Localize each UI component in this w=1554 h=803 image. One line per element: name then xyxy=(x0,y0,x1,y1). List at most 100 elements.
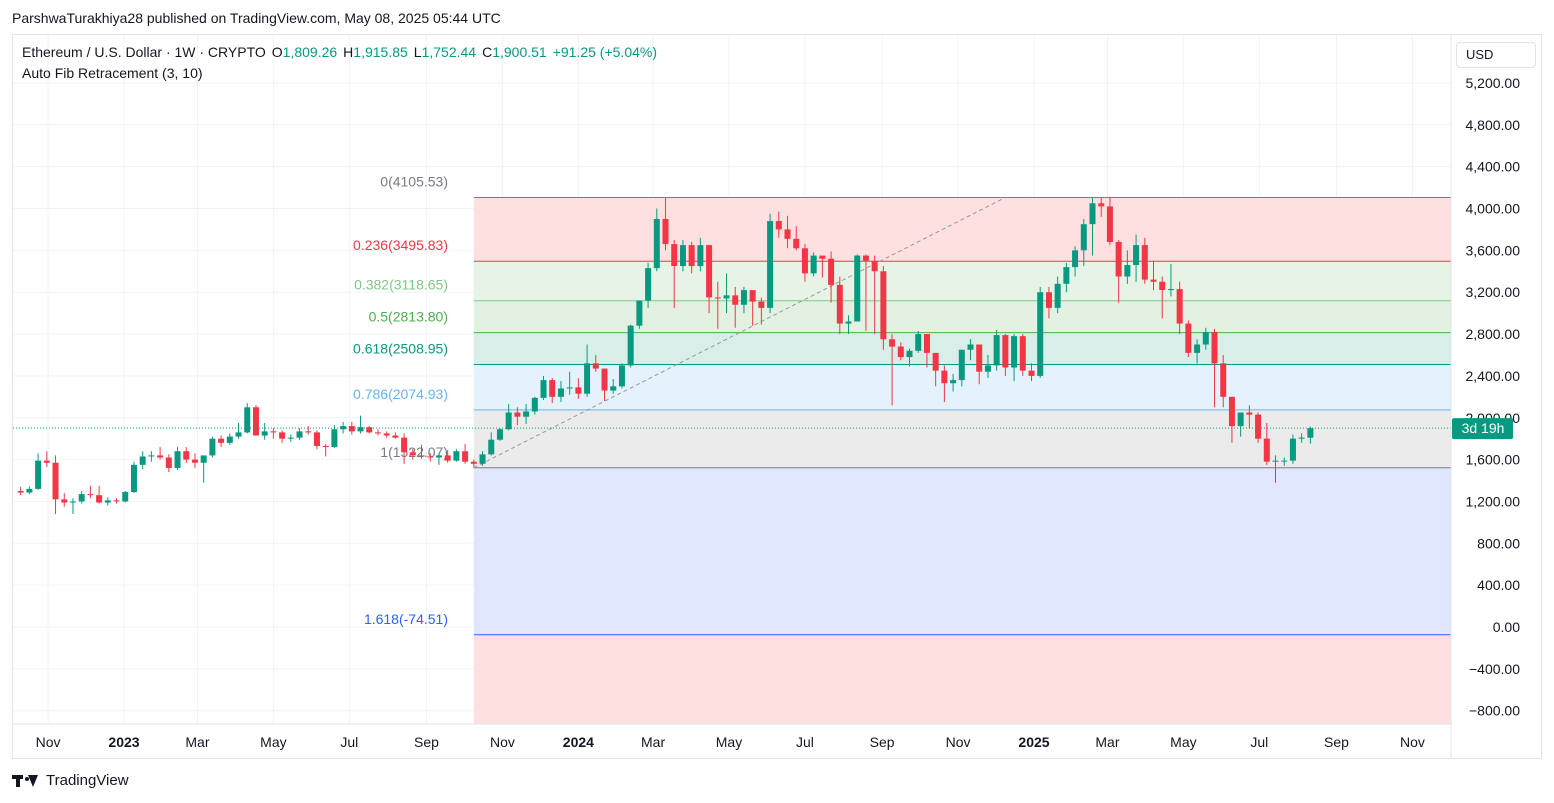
symbol-title[interactable]: Ethereum / U.S. Dollar · 1W · CRYPTO xyxy=(22,44,266,60)
candle[interactable] xyxy=(1019,334,1026,376)
candle[interactable] xyxy=(1194,339,1201,364)
candle[interactable] xyxy=(767,213,774,314)
candle[interactable] xyxy=(383,431,390,438)
candle[interactable] xyxy=(1063,262,1070,293)
candle[interactable] xyxy=(496,428,503,441)
candle[interactable] xyxy=(810,252,817,277)
candle[interactable] xyxy=(357,415,364,434)
price-axis[interactable]: 5,200.00 4,800.00 4,400.00 4,000.00 3,600.00… xyxy=(1466,75,1521,719)
candle[interactable] xyxy=(880,266,887,350)
candle[interactable] xyxy=(1028,363,1035,382)
candle[interactable] xyxy=(679,239,686,272)
candle[interactable] xyxy=(740,286,747,314)
candle[interactable] xyxy=(749,290,756,326)
candle[interactable] xyxy=(401,433,408,464)
candle[interactable] xyxy=(488,432,495,456)
candle[interactable] xyxy=(950,373,957,392)
candle[interactable] xyxy=(566,371,573,395)
candle[interactable] xyxy=(96,485,103,504)
candle[interactable] xyxy=(601,368,608,402)
candle[interactable] xyxy=(514,407,521,426)
publisher-name[interactable]: ParshwaTurakhiya28 xyxy=(12,10,143,26)
candle[interactable] xyxy=(1072,246,1079,277)
candle[interactable] xyxy=(1054,276,1061,314)
candle[interactable] xyxy=(958,349,965,387)
candle[interactable] xyxy=(941,365,948,403)
candle[interactable] xyxy=(270,428,277,439)
candle[interactable] xyxy=(418,444,425,459)
candle[interactable] xyxy=(113,498,120,504)
candle[interactable] xyxy=(610,379,617,394)
time-axis[interactable]: Nov 2023 Mar May Jul Sep Nov 2024 Mar May Jul Sep No… xyxy=(36,734,1425,750)
candle[interactable] xyxy=(584,344,591,397)
candle[interactable] xyxy=(1124,250,1131,284)
candle[interactable] xyxy=(409,449,416,460)
candle[interactable] xyxy=(479,451,486,466)
candle[interactable] xyxy=(862,254,869,331)
candle[interactable] xyxy=(1167,263,1174,297)
candle[interactable] xyxy=(374,429,381,436)
candle[interactable] xyxy=(287,434,294,442)
candle[interactable] xyxy=(52,455,59,515)
candle[interactable] xyxy=(653,208,660,272)
currency-button[interactable]: USD xyxy=(1456,42,1536,68)
candle[interactable] xyxy=(1246,405,1253,429)
candle[interactable] xyxy=(923,334,930,368)
candle[interactable] xyxy=(209,436,216,458)
candle[interactable] xyxy=(1307,426,1314,444)
candle[interactable] xyxy=(191,453,198,468)
candle[interactable] xyxy=(906,348,913,367)
candle[interactable] xyxy=(627,324,634,368)
candle[interactable] xyxy=(618,363,625,389)
candle[interactable] xyxy=(139,451,146,470)
candle[interactable] xyxy=(723,273,730,314)
candle[interactable] xyxy=(366,426,373,434)
candle[interactable] xyxy=(1002,334,1009,376)
candle[interactable] xyxy=(1133,234,1140,282)
candle[interactable] xyxy=(889,334,896,406)
candle[interactable] xyxy=(226,433,233,445)
candle[interactable] xyxy=(1202,327,1209,350)
candle[interactable] xyxy=(932,352,939,387)
candle[interactable] xyxy=(183,447,190,463)
candle[interactable] xyxy=(793,226,800,251)
candle[interactable] xyxy=(1115,239,1122,303)
candle[interactable] xyxy=(322,443,329,457)
candle[interactable] xyxy=(801,244,808,282)
candle[interactable] xyxy=(784,215,791,249)
candle[interactable] xyxy=(130,461,137,494)
indicator-legend[interactable]: Auto Fib Retracement (3, 10) xyxy=(22,65,203,81)
candle[interactable] xyxy=(87,485,94,499)
candle[interactable] xyxy=(279,430,286,443)
candle[interactable] xyxy=(348,421,355,435)
candle[interactable] xyxy=(252,405,259,436)
candle[interactable] xyxy=(122,490,129,503)
candle[interactable] xyxy=(697,237,704,272)
candle[interactable] xyxy=(845,315,852,335)
fib-trend-line[interactable] xyxy=(473,197,1006,469)
candle[interactable] xyxy=(235,422,242,439)
candle[interactable] xyxy=(1011,334,1018,382)
candle[interactable] xyxy=(706,245,713,314)
candle[interactable] xyxy=(1281,457,1288,466)
candle[interactable] xyxy=(148,451,155,462)
candle[interactable] xyxy=(69,498,76,515)
candle[interactable] xyxy=(1289,434,1296,464)
candle[interactable] xyxy=(505,404,512,431)
tradingview-logo[interactable]: TradingView xyxy=(12,772,129,789)
candle[interactable] xyxy=(1106,196,1113,246)
candle[interactable] xyxy=(427,453,434,462)
candle[interactable] xyxy=(671,239,678,308)
candle[interactable] xyxy=(43,451,50,467)
candle[interactable] xyxy=(557,381,564,403)
candle[interactable] xyxy=(540,375,547,400)
candle[interactable] xyxy=(104,497,111,506)
candle[interactable] xyxy=(453,449,460,462)
candle[interactable] xyxy=(1272,455,1279,483)
candle[interactable] xyxy=(1098,197,1105,217)
candle[interactable] xyxy=(470,459,477,468)
candle[interactable] xyxy=(1228,396,1235,443)
candle[interactable] xyxy=(636,300,643,329)
candle[interactable] xyxy=(78,490,85,504)
